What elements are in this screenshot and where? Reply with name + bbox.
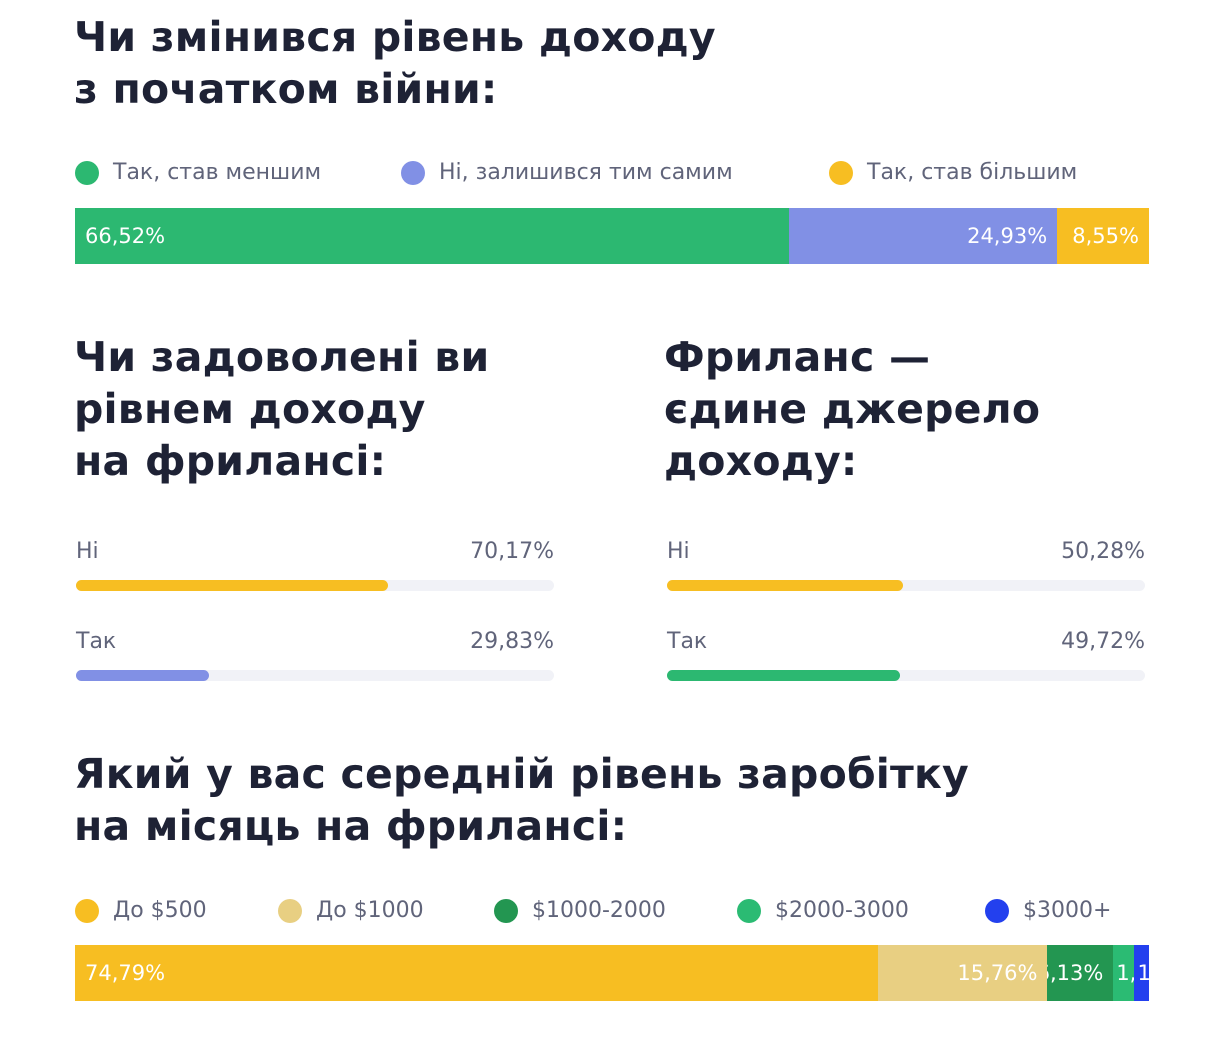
progress-label: Так: [76, 629, 117, 654]
legend-swatch-icon: [75, 898, 99, 923]
legend-swatch-icon: [75, 160, 99, 185]
stacked-segment: 74,79%: [75, 945, 879, 1001]
progress-fill: [76, 580, 388, 591]
progress-item: Ні 50,28%: [667, 539, 1145, 591]
legend-swatch-icon: [494, 898, 518, 923]
legend-label: Так, став більшим: [867, 160, 1078, 185]
progress-label: Ні: [76, 539, 99, 564]
legend-swatch-icon: [278, 898, 302, 923]
progress-label: Так: [667, 629, 708, 654]
stacked-segment: 15,76%: [878, 945, 1048, 1001]
legend-item: Так, став більшим: [829, 160, 1077, 185]
segment-value-label: 6,13%: [1047, 961, 1104, 985]
progress-fill: [667, 670, 900, 681]
chart-2-title: Чи задоволені ви рівнем доходу на фрилан…: [74, 333, 490, 485]
stacked-segment: 24,93%: [789, 208, 1058, 264]
segment-value-label: 66,52%: [85, 224, 166, 248]
legend-swatch-icon: [829, 160, 853, 185]
legend-item: До $500: [75, 898, 207, 923]
progress-label: Ні: [667, 539, 690, 564]
legend-label: Ні, залишився тим самим: [439, 160, 733, 185]
segment-value-label: 15,76%: [957, 961, 1038, 985]
legend-swatch-icon: [737, 898, 761, 923]
legend-item: Так, став меншим: [75, 160, 321, 185]
chart-1-title: Чи змінився рівень доходу з початком вій…: [74, 13, 716, 113]
segment-value-label: 8,55%: [1072, 224, 1139, 248]
chart-3-title: Фриланс — єдине джерело доходу:: [664, 333, 1041, 485]
segment-value-label: 24,93%: [967, 224, 1048, 248]
legend-item: $1000-2000: [494, 898, 666, 923]
legend-swatch-icon: [985, 898, 1009, 923]
progress-item: Так 29,83%: [76, 629, 554, 681]
progress-value: 70,17%: [470, 539, 554, 564]
legend-label: Так, став меншим: [113, 160, 322, 185]
segment-value-label: 74,79%: [85, 961, 166, 985]
stacked-segment: 1,97%: [1113, 945, 1135, 1001]
progress-value: 49,72%: [1061, 629, 1145, 654]
chart-4-stacked-bar: 74,79% 15,76% 6,13% 1,97%1,35%: [75, 945, 1149, 1001]
legend-label: До $500: [113, 898, 207, 923]
stacked-segment: 1,35%: [1134, 945, 1149, 1001]
segment-value-label: 1,35%: [1137, 961, 1149, 985]
stacked-segment: 66,52%: [75, 208, 790, 264]
legend-label: $1000-2000: [532, 898, 666, 923]
progress-fill: [76, 670, 209, 681]
legend-label: $3000+: [1023, 898, 1112, 923]
progress-item: Ні 70,17%: [76, 539, 554, 591]
progress-track: [76, 670, 554, 681]
legend-item: $3000+: [985, 898, 1111, 923]
progress-track: [667, 670, 1145, 681]
stacked-segment: 6,13%: [1047, 945, 1114, 1001]
progress-track: [76, 580, 554, 591]
chart-2-progress-list: Ні 70,17% Так 29,83%: [76, 539, 554, 681]
chart-3-progress-list: Ні 50,28% Так 49,72%: [667, 539, 1145, 681]
progress-value: 50,28%: [1061, 539, 1145, 564]
progress-item: Так 49,72%: [667, 629, 1145, 681]
legend-item: $2000-3000: [737, 898, 909, 923]
progress-value: 29,83%: [470, 629, 554, 654]
legend-item: Ні, залишився тим самим: [401, 160, 733, 185]
stacked-segment: 8,55%: [1057, 208, 1149, 264]
legend-label: До $1000: [316, 898, 424, 923]
progress-track: [667, 580, 1145, 591]
chart-1-stacked-bar: 66,52% 24,93% 8,55%: [75, 208, 1149, 264]
legend-swatch-icon: [401, 160, 425, 185]
chart-4-title: Який у вас середній рівень заробітку на …: [74, 750, 969, 850]
legend-label: $2000-3000: [775, 898, 909, 923]
segment-value-label: 1,97%: [1116, 961, 1135, 985]
legend-item: До $1000: [278, 898, 424, 923]
progress-fill: [667, 580, 903, 591]
